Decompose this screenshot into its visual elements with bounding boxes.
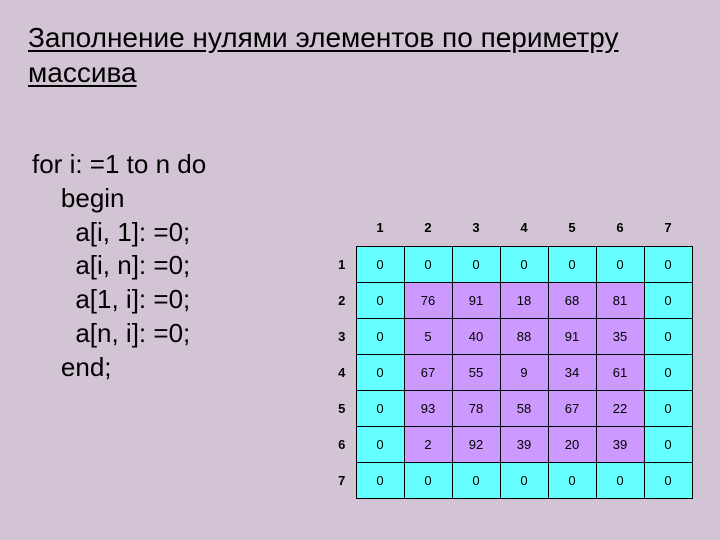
table-row: 406755934610 bbox=[328, 354, 692, 390]
matrix-cell: 0 bbox=[500, 246, 548, 282]
matrix-cell: 58 bbox=[500, 390, 548, 426]
matrix-cell: 34 bbox=[548, 354, 596, 390]
matrix-cell: 5 bbox=[404, 318, 452, 354]
matrix-cell: 0 bbox=[404, 462, 452, 498]
matrix-cell: 0 bbox=[452, 462, 500, 498]
code-line: a[i, n]: =0; bbox=[32, 250, 190, 280]
matrix-cell: 67 bbox=[404, 354, 452, 390]
code-block: for i: =1 to n do begin a[i, 1]: =0; a[i… bbox=[32, 148, 206, 385]
matrix-cell: 0 bbox=[356, 462, 404, 498]
matrix-cell: 0 bbox=[644, 246, 692, 282]
code-line: end; bbox=[32, 352, 112, 382]
col-header: 7 bbox=[644, 210, 692, 246]
matrix-cell: 0 bbox=[644, 390, 692, 426]
matrix-cell: 9 bbox=[500, 354, 548, 390]
matrix-cell: 67 bbox=[548, 390, 596, 426]
matrix-cell: 0 bbox=[356, 246, 404, 282]
matrix-cell: 0 bbox=[548, 462, 596, 498]
matrix-cell: 39 bbox=[596, 426, 644, 462]
matrix-cell: 91 bbox=[452, 282, 500, 318]
matrix-cell: 0 bbox=[356, 426, 404, 462]
col-header: 1 bbox=[356, 210, 404, 246]
table-row: 602923920390 bbox=[328, 426, 692, 462]
row-header: 4 bbox=[328, 354, 356, 390]
matrix-cell: 92 bbox=[452, 426, 500, 462]
matrix-cell: 0 bbox=[404, 246, 452, 282]
col-header: 2 bbox=[404, 210, 452, 246]
slide-root: Заполнение нулями элементов по периметру… bbox=[0, 0, 720, 540]
row-header: 7 bbox=[328, 462, 356, 498]
row-header: 1 bbox=[328, 246, 356, 282]
matrix-cell: 93 bbox=[404, 390, 452, 426]
matrix-cell: 91 bbox=[548, 318, 596, 354]
slide-title: Заполнение нулями элементов по периметру… bbox=[28, 20, 692, 90]
matrix-cell: 78 bbox=[452, 390, 500, 426]
table-row: 305408891350 bbox=[328, 318, 692, 354]
col-header: 5 bbox=[548, 210, 596, 246]
matrix-cell: 0 bbox=[644, 354, 692, 390]
matrix-cell: 22 bbox=[596, 390, 644, 426]
matrix-cell: 0 bbox=[356, 318, 404, 354]
row-header: 5 bbox=[328, 390, 356, 426]
matrix-cell: 2 bbox=[404, 426, 452, 462]
matrix-cell: 0 bbox=[356, 282, 404, 318]
matrix-cell: 20 bbox=[548, 426, 596, 462]
matrix-cell: 0 bbox=[644, 426, 692, 462]
table-row: 10000000 bbox=[328, 246, 692, 282]
code-line: begin bbox=[32, 183, 125, 213]
matrix-cell: 0 bbox=[644, 282, 692, 318]
table-header-row: 1 2 3 4 5 6 7 bbox=[328, 210, 692, 246]
table-row: 5093785867220 bbox=[328, 390, 692, 426]
table-row: 2076911868810 bbox=[328, 282, 692, 318]
matrix-cell: 88 bbox=[500, 318, 548, 354]
code-line: for i: =1 to n do bbox=[32, 149, 206, 179]
matrix-cell: 0 bbox=[356, 354, 404, 390]
matrix-table: 1 2 3 4 5 6 7 10000000207691186881030540… bbox=[328, 210, 693, 499]
matrix-cell: 76 bbox=[404, 282, 452, 318]
col-header: 6 bbox=[596, 210, 644, 246]
table-row: 70000000 bbox=[328, 462, 692, 498]
matrix-cell: 0 bbox=[356, 390, 404, 426]
matrix-cell: 0 bbox=[500, 462, 548, 498]
row-header: 6 bbox=[328, 426, 356, 462]
code-line: a[1, i]: =0; bbox=[32, 284, 190, 314]
matrix-cell: 0 bbox=[596, 462, 644, 498]
code-line: a[n, i]: =0; bbox=[32, 318, 190, 348]
col-header: 4 bbox=[500, 210, 548, 246]
row-header: 2 bbox=[328, 282, 356, 318]
col-header: 3 bbox=[452, 210, 500, 246]
matrix-cell: 0 bbox=[452, 246, 500, 282]
matrix-cell: 61 bbox=[596, 354, 644, 390]
matrix-cell: 35 bbox=[596, 318, 644, 354]
matrix-table-wrap: 1 2 3 4 5 6 7 10000000207691186881030540… bbox=[328, 210, 693, 499]
matrix-cell: 39 bbox=[500, 426, 548, 462]
matrix-cell: 0 bbox=[548, 246, 596, 282]
matrix-cell: 0 bbox=[644, 318, 692, 354]
matrix-cell: 18 bbox=[500, 282, 548, 318]
matrix-cell: 55 bbox=[452, 354, 500, 390]
matrix-cell: 81 bbox=[596, 282, 644, 318]
table-corner bbox=[328, 210, 356, 246]
matrix-cell: 0 bbox=[644, 462, 692, 498]
row-header: 3 bbox=[328, 318, 356, 354]
matrix-cell: 68 bbox=[548, 282, 596, 318]
matrix-cell: 40 bbox=[452, 318, 500, 354]
code-line: a[i, 1]: =0; bbox=[32, 217, 190, 247]
matrix-cell: 0 bbox=[596, 246, 644, 282]
